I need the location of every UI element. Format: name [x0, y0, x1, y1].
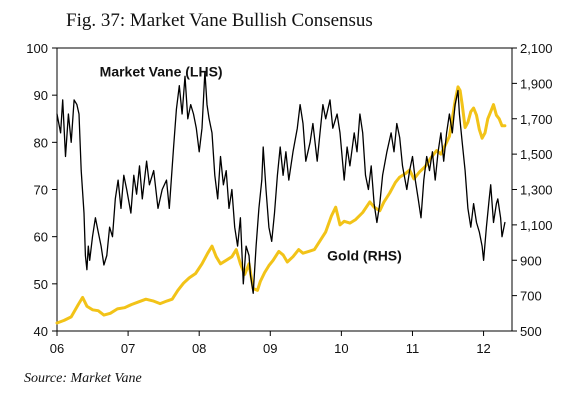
x-axis-tick-label: 08 — [192, 341, 206, 356]
right-axis-tick-label: 1,900 — [520, 76, 553, 91]
left-axis-tick-label: 70 — [34, 183, 48, 198]
chart-axes: 40 50 60 70 80 90 100 500 700 900 1,100 1,300 1,500 1… — [26, 41, 552, 356]
market-vane-series-label: Market Vane (LHS) — [100, 63, 223, 79]
right-axis-tick-label: 2,100 — [520, 41, 553, 56]
right-axis-tick-label: 1,300 — [520, 183, 553, 198]
gold-series-label: Gold (RHS) — [327, 247, 402, 263]
x-axis-tick-label: 06 — [50, 341, 64, 356]
x-axis-tick-label: 10 — [334, 341, 348, 356]
figure-title: Fig. 37: Market Vane Bullish Consensus — [66, 10, 373, 31]
right-axis-tick-label: 500 — [520, 324, 542, 339]
x-axis-tick-label: 09 — [263, 341, 277, 356]
plot-frame — [56, 47, 513, 332]
market-vane-line — [56, 70, 506, 294]
right-axis-tick-label: 1,700 — [520, 112, 553, 127]
left-axis-tick-label: 40 — [34, 324, 48, 339]
left-axis-tick-label: 60 — [34, 230, 48, 245]
x-axis-tick-label: 11 — [406, 341, 420, 356]
right-axis-tick-label: 700 — [520, 289, 542, 304]
left-axis-tick-label: 90 — [34, 88, 48, 103]
right-axis-tick-label: 1,100 — [520, 218, 553, 233]
left-axis-tick-label: 100 — [26, 41, 48, 56]
right-axis-tick-label: 900 — [520, 253, 542, 268]
chart-labels: Market Vane (LHS) Gold (RHS) — [100, 63, 402, 263]
right-axis-tick-label: 1,500 — [520, 147, 553, 162]
x-axis-tick-label: 12 — [476, 341, 490, 356]
chart-series — [55, 70, 507, 325]
gold-line — [55, 85, 507, 325]
source-note: Source: Market Vane — [24, 371, 142, 386]
left-axis-tick-label: 80 — [34, 135, 48, 150]
x-axis-tick-label: 07 — [121, 341, 135, 356]
left-axis-tick-label: 50 — [34, 277, 48, 292]
